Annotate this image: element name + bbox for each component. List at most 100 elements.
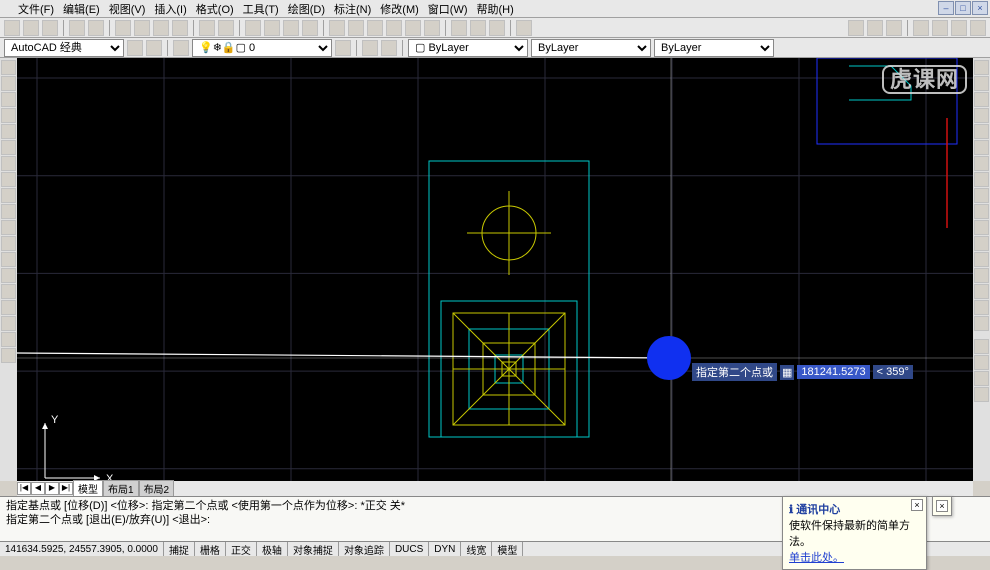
lock-ui-icon[interactable] — [951, 20, 967, 36]
zoom-window-icon[interactable] — [283, 20, 299, 36]
workspace-settings-icon[interactable] — [127, 40, 143, 56]
match-props-icon[interactable] — [172, 20, 188, 36]
xline-tb-icon[interactable] — [451, 20, 467, 36]
menu-draw[interactable]: 绘图(D) — [284, 0, 329, 18]
hatch-icon[interactable] — [1, 284, 16, 299]
mirror-icon[interactable] — [974, 92, 989, 107]
favorites-icon[interactable] — [867, 20, 883, 36]
markup-icon[interactable] — [405, 20, 421, 36]
ellipse-arc-icon[interactable] — [1, 220, 16, 235]
copy-obj-icon[interactable] — [974, 76, 989, 91]
open-icon[interactable] — [23, 20, 39, 36]
tab-nav-last[interactable]: ▶| — [59, 482, 73, 495]
make-block-icon[interactable] — [1, 252, 16, 267]
lineweight-combo[interactable]: ByLayer — [654, 39, 774, 57]
id-point-icon[interactable] — [974, 387, 989, 402]
rectangle-icon[interactable] — [1, 124, 16, 139]
area-icon[interactable] — [974, 355, 989, 370]
insert-block-icon[interactable] — [1, 236, 16, 251]
print-icon[interactable] — [69, 20, 85, 36]
tool-palettes-icon[interactable] — [367, 20, 383, 36]
join-icon[interactable] — [974, 268, 989, 283]
help-icon[interactable] — [516, 20, 532, 36]
explode-icon[interactable] — [974, 316, 989, 331]
maximize-button[interactable]: □ — [955, 1, 971, 15]
viewport-scale-icon[interactable] — [932, 20, 948, 36]
xline-icon[interactable] — [1, 76, 16, 91]
close-button[interactable]: × — [972, 1, 988, 15]
break-icon[interactable] — [974, 252, 989, 267]
extend-icon[interactable] — [974, 220, 989, 235]
popup-link[interactable]: 单击此处。 — [789, 549, 920, 565]
sheet-set-icon[interactable] — [386, 20, 402, 36]
circle-icon[interactable] — [1, 156, 16, 171]
fillet-icon[interactable] — [974, 300, 989, 315]
erase-icon[interactable] — [974, 60, 989, 75]
tab-nav-prev[interactable]: ◀ — [31, 482, 45, 495]
point-icon[interactable] — [1, 268, 16, 283]
mtext-icon[interactable] — [1, 348, 16, 363]
toggle-polar[interactable]: 极轴 — [257, 542, 288, 556]
region-icon[interactable] — [1, 316, 16, 331]
design-center-icon[interactable] — [348, 20, 364, 36]
layer-states-icon[interactable] — [362, 40, 378, 56]
layer-previous-icon[interactable] — [335, 40, 351, 56]
layer-properties-icon[interactable] — [173, 40, 189, 56]
revcloud-icon[interactable] — [1, 172, 16, 187]
distance-icon[interactable] — [974, 339, 989, 354]
pan-icon[interactable] — [245, 20, 261, 36]
move-icon[interactable] — [974, 140, 989, 155]
menu-view[interactable]: 视图(V) — [105, 0, 150, 18]
drawing-viewport[interactable]: XY 虎课网 — [17, 58, 973, 481]
minimize-button[interactable]: – — [938, 1, 954, 15]
polyline-icon[interactable] — [1, 92, 16, 107]
menu-edit[interactable]: 编辑(E) — [59, 0, 104, 18]
rotate-icon[interactable] — [974, 156, 989, 171]
spline-icon[interactable] — [1, 188, 16, 203]
menu-window[interactable]: 窗口(W) — [424, 0, 472, 18]
tab-nav-first[interactable]: |◀ — [17, 482, 31, 495]
cut-icon[interactable] — [115, 20, 131, 36]
clean-screen-icon[interactable] — [970, 20, 986, 36]
annotation-icon[interactable] — [913, 20, 929, 36]
dynamic-input-value[interactable]: 181241.5273 — [797, 365, 869, 379]
toggle-otrack[interactable]: 对象追踪 — [339, 542, 390, 556]
properties-icon[interactable] — [329, 20, 345, 36]
toggle-ortho[interactable]: 正交 — [226, 542, 257, 556]
menu-modify[interactable]: 修改(M) — [376, 0, 423, 18]
break-at-point-icon[interactable] — [974, 236, 989, 251]
layer-iso-icon[interactable] — [381, 40, 397, 56]
save-icon[interactable] — [42, 20, 58, 36]
layer-combo[interactable]: 💡❄🔒▢ 0 — [192, 39, 332, 57]
menu-format[interactable]: 格式(O) — [192, 0, 238, 18]
menu-insert[interactable]: 插入(I) — [150, 0, 190, 18]
tab-layout2[interactable]: 布局2 — [139, 480, 175, 497]
toggle-model[interactable]: 模型 — [492, 542, 523, 556]
new-icon[interactable] — [4, 20, 20, 36]
menu-dimension[interactable]: 标注(N) — [330, 0, 375, 18]
redo-icon[interactable] — [218, 20, 234, 36]
zoom-previous-icon[interactable] — [302, 20, 318, 36]
trim-icon[interactable] — [974, 204, 989, 219]
toggle-ducs[interactable]: DUCS — [390, 542, 429, 556]
toggle-osnap[interactable]: 对象捕捉 — [288, 542, 339, 556]
gradient-icon[interactable] — [1, 300, 16, 315]
offset-icon[interactable] — [974, 108, 989, 123]
polygon-icon[interactable] — [1, 108, 16, 123]
paste-icon[interactable] — [153, 20, 169, 36]
ellipse-icon[interactable] — [1, 204, 16, 219]
search-icon[interactable] — [886, 20, 902, 36]
scale-icon[interactable] — [974, 172, 989, 187]
arc-icon[interactable] — [1, 140, 16, 155]
tab-nav-next[interactable]: ▶ — [45, 482, 59, 495]
line-icon[interactable] — [1, 60, 16, 75]
array-icon[interactable] — [974, 124, 989, 139]
options-icon[interactable] — [489, 20, 505, 36]
menu-file[interactable]: 文件(F) — [14, 0, 58, 18]
zoom-realtime-icon[interactable] — [264, 20, 280, 36]
workspace-combo[interactable]: AutoCAD 经典 — [4, 39, 124, 57]
quickcalc-icon[interactable] — [424, 20, 440, 36]
secondary-popup-close[interactable]: × — [936, 500, 948, 512]
toggle-lwt[interactable]: 线宽 — [461, 542, 492, 556]
linetype-combo[interactable]: ByLayer — [531, 39, 651, 57]
